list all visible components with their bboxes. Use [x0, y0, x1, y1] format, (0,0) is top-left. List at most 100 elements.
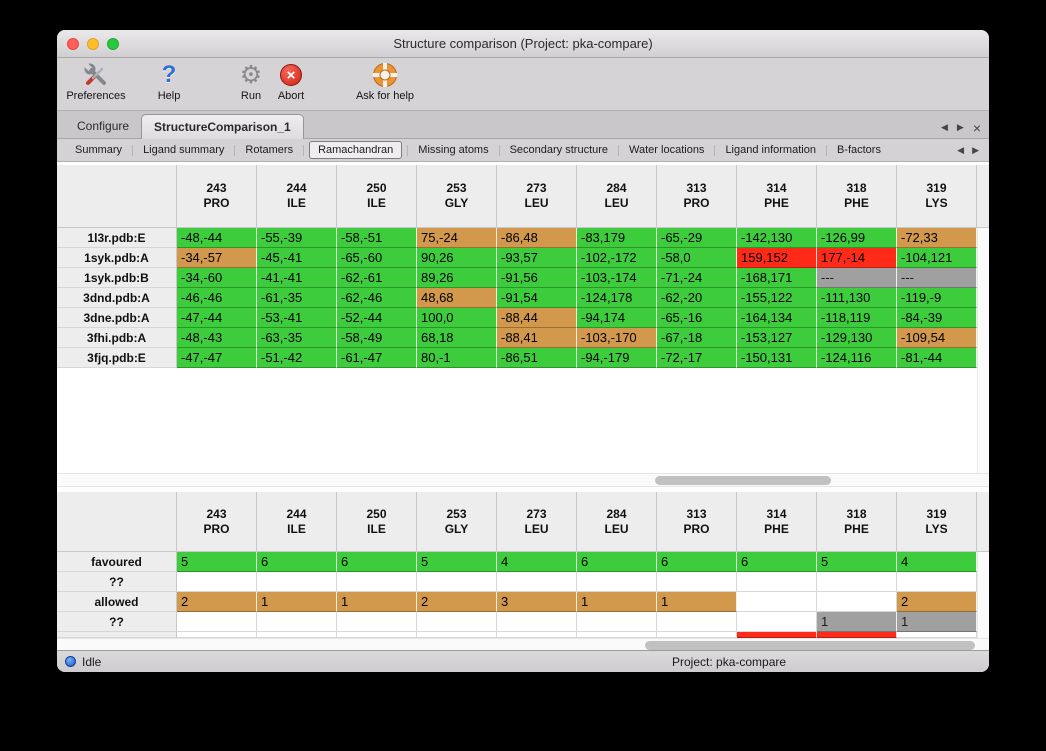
phi-psi-cell[interactable]: -124,178 — [577, 288, 657, 308]
phi-psi-cell[interactable]: -52,-44 — [337, 308, 417, 328]
count-cell[interactable]: 6 — [577, 552, 657, 572]
tab-scroll-right-icon[interactable]: ▶ — [956, 122, 964, 132]
count-cell[interactable]: 1 — [817, 612, 897, 632]
count-cell[interactable] — [737, 632, 817, 638]
count-cell[interactable]: 3 — [497, 592, 577, 612]
phi-psi-cell[interactable]: -65,-16 — [657, 308, 737, 328]
phi-psi-cell[interactable]: -93,57 — [497, 248, 577, 268]
count-cell[interactable] — [257, 612, 337, 632]
tab-close-icon[interactable]: × — [972, 119, 981, 136]
count-cell[interactable]: 1 — [577, 592, 657, 612]
phi-psi-cell[interactable]: -41,-41 — [257, 268, 337, 288]
phi-psi-cell[interactable]: -111,130 — [817, 288, 897, 308]
subtab-summary[interactable]: Summary — [75, 144, 123, 156]
phi-psi-cell[interactable]: -61,-35 — [257, 288, 337, 308]
phi-psi-cell[interactable]: -86,48 — [497, 228, 577, 248]
count-cell[interactable] — [417, 612, 497, 632]
phi-psi-cell[interactable]: 177,-14 — [817, 248, 897, 268]
phi-psi-cell[interactable]: -65,-29 — [657, 228, 737, 248]
count-cell[interactable] — [897, 572, 977, 592]
phi-psi-cell[interactable]: -94,-179 — [577, 348, 657, 368]
tab-scroll-left-icon[interactable]: ◀ — [940, 122, 948, 132]
count-cell[interactable]: 2 — [177, 592, 257, 612]
abort-button[interactable]: × Abort — [273, 60, 309, 102]
phi-psi-cell[interactable]: -72,-17 — [657, 348, 737, 368]
phi-psi-cell[interactable]: -84,-39 — [897, 308, 977, 328]
phi-psi-cell[interactable]: -102,-172 — [577, 248, 657, 268]
ask-for-help-button[interactable]: Ask for help — [349, 60, 421, 102]
phi-psi-cell[interactable]: -104,121 — [897, 248, 977, 268]
phi-psi-cell[interactable]: -126,99 — [817, 228, 897, 248]
phi-psi-cell[interactable]: 90,26 — [417, 248, 497, 268]
count-cell[interactable]: 1 — [657, 592, 737, 612]
phi-psi-cell[interactable]: -94,174 — [577, 308, 657, 328]
phi-psi-cell[interactable]: 80,-1 — [417, 348, 497, 368]
count-cell[interactable]: 6 — [737, 552, 817, 572]
count-cell[interactable] — [417, 572, 497, 592]
count-cell[interactable] — [657, 572, 737, 592]
count-cell[interactable] — [417, 632, 497, 638]
phi-psi-cell[interactable]: -62,-61 — [337, 268, 417, 288]
tab-structure-comparison-1[interactable]: StructureComparison_1 — [141, 114, 304, 139]
phi-psi-cell[interactable]: -150,131 — [737, 348, 817, 368]
phi-psi-cell[interactable]: -103,-170 — [577, 328, 657, 348]
help-button[interactable]: ? Help — [149, 60, 189, 102]
count-cell[interactable]: 1 — [257, 592, 337, 612]
phi-psi-cell[interactable]: -51,-42 — [257, 348, 337, 368]
count-cell[interactable] — [177, 632, 257, 638]
count-cell[interactable] — [177, 612, 257, 632]
phi-psi-cell[interactable]: 89,26 — [417, 268, 497, 288]
close-window-button[interactable] — [67, 38, 79, 50]
count-cell[interactable] — [497, 612, 577, 632]
count-cell[interactable]: 2 — [897, 592, 977, 612]
phi-psi-cell[interactable]: -53,-41 — [257, 308, 337, 328]
count-cell[interactable] — [737, 572, 817, 592]
phi-psi-cell[interactable]: 68,18 — [417, 328, 497, 348]
count-cell[interactable] — [337, 632, 417, 638]
phi-psi-cell[interactable]: -58,0 — [657, 248, 737, 268]
subtab-ramachandran[interactable]: Ramachandran — [309, 141, 403, 159]
count-cell[interactable]: 5 — [177, 552, 257, 572]
count-cell[interactable]: 6 — [657, 552, 737, 572]
phi-psi-cell[interactable]: -55,-39 — [257, 228, 337, 248]
phi-psi-cell[interactable]: -65,-60 — [337, 248, 417, 268]
count-cell[interactable] — [497, 572, 577, 592]
phi-psi-cell[interactable]: -58,-51 — [337, 228, 417, 248]
run-button[interactable]: ⚙ Run — [234, 60, 268, 102]
phi-psi-cell[interactable]: -109,54 — [897, 328, 977, 348]
phi-psi-cell[interactable]: -129,130 — [817, 328, 897, 348]
phi-psi-cell[interactable]: -34,-57 — [177, 248, 257, 268]
phi-psi-cell[interactable]: -72,33 — [897, 228, 977, 248]
count-cell[interactable]: 5 — [817, 552, 897, 572]
phi-psi-cell[interactable]: -81,-44 — [897, 348, 977, 368]
phi-psi-cell[interactable]: -45,-41 — [257, 248, 337, 268]
count-cell[interactable]: 1 — [337, 592, 417, 612]
phi-psi-cell[interactable]: -58,-49 — [337, 328, 417, 348]
phi-psi-cell[interactable]: -62,-20 — [657, 288, 737, 308]
phi-psi-cell[interactable]: -83,179 — [577, 228, 657, 248]
phi-psi-vertical-scrollbar[interactable] — [977, 165, 989, 473]
phi-psi-cell[interactable]: -86,51 — [497, 348, 577, 368]
phi-psi-cell[interactable]: -142,130 — [737, 228, 817, 248]
phi-psi-cell[interactable]: -124,116 — [817, 348, 897, 368]
phi-psi-cell[interactable]: -34,-60 — [177, 268, 257, 288]
count-cell[interactable] — [897, 632, 977, 638]
subtab-b-factors[interactable]: B-factors — [836, 144, 881, 156]
count-cell[interactable] — [817, 572, 897, 592]
phi-psi-cell[interactable]: -118,119 — [817, 308, 897, 328]
count-cell[interactable]: 5 — [417, 552, 497, 572]
preferences-button[interactable]: Preferences — [63, 60, 129, 102]
count-cell[interactable] — [337, 572, 417, 592]
count-cell[interactable] — [257, 572, 337, 592]
phi-psi-cell[interactable]: -88,41 — [497, 328, 577, 348]
minimize-window-button[interactable] — [87, 38, 99, 50]
count-cell[interactable] — [337, 612, 417, 632]
phi-psi-cell[interactable]: -63,-35 — [257, 328, 337, 348]
phi-psi-cell[interactable]: -62,-46 — [337, 288, 417, 308]
phi-psi-cell[interactable]: -155,122 — [737, 288, 817, 308]
subtab-scroll-right-icon[interactable]: ▶ — [972, 144, 979, 155]
count-cell[interactable]: 6 — [257, 552, 337, 572]
count-cell[interactable] — [577, 632, 657, 638]
subtab-water-locations[interactable]: Water locations — [629, 144, 705, 156]
count-cell[interactable] — [737, 612, 817, 632]
